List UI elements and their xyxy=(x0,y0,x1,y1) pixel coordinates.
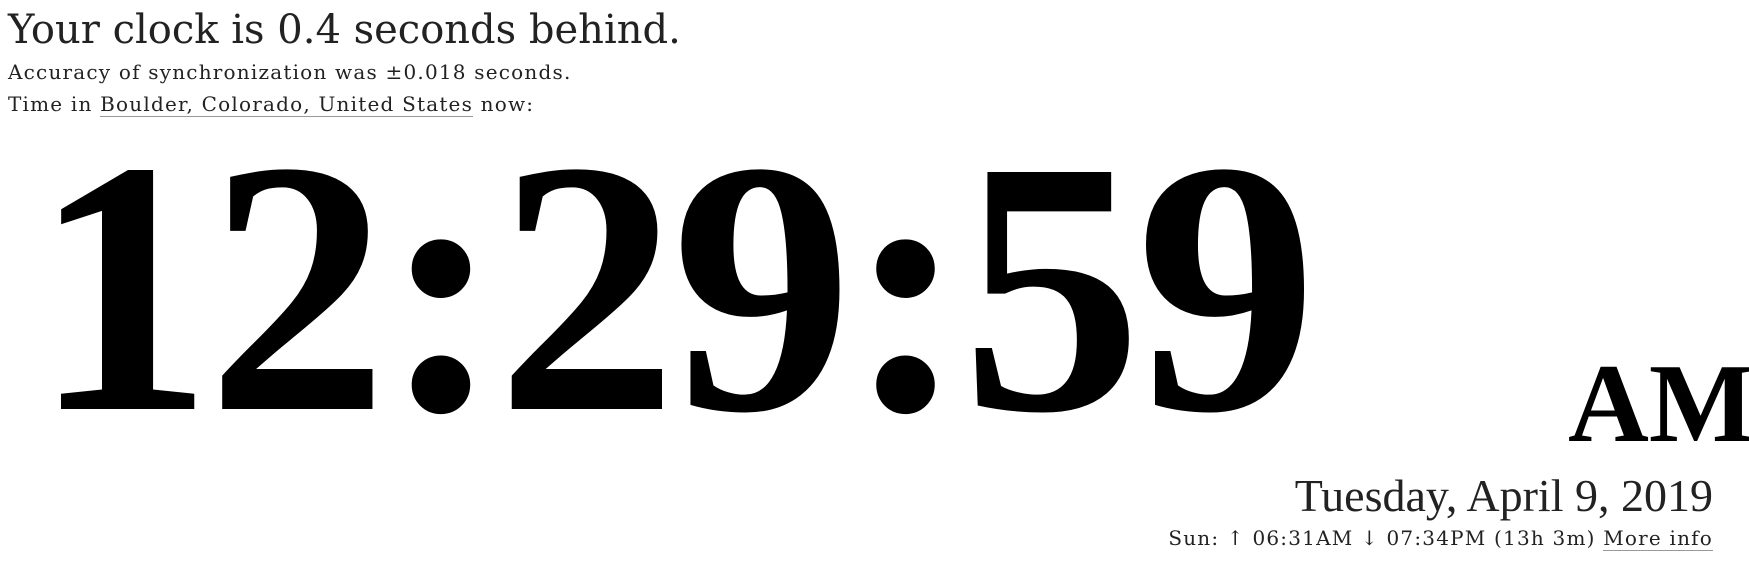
current-date: Tuesday, April 9, 2019 xyxy=(1294,470,1713,521)
location-prefix: Time in xyxy=(8,92,93,116)
location-link[interactable]: Boulder, Colorado, United States xyxy=(100,92,474,117)
sun-info: Sun: ↑ 06:31AM ↓ 07:34PM (13h 3m) More i… xyxy=(1168,524,1713,552)
sync-accuracy: Accuracy of synchronization was ±0.018 s… xyxy=(8,60,572,84)
location-suffix: now: xyxy=(480,92,535,116)
sunrise-arrow-icon: ↑ xyxy=(1226,526,1245,550)
more-info-link[interactable]: More info xyxy=(1603,526,1713,551)
sunrise-time: 06:31AM xyxy=(1252,526,1354,550)
clock-time: 12:29:59 xyxy=(32,87,1317,488)
sun-label: Sun: xyxy=(1168,526,1220,550)
sunset-arrow-icon: ↓ xyxy=(1360,526,1379,550)
clock-period: AM xyxy=(1568,342,1749,466)
sunset-time: 07:34PM xyxy=(1386,526,1487,550)
daylight-duration: (13h 3m) xyxy=(1494,526,1596,550)
clock-offset-message: Your clock is 0.4 seconds behind. xyxy=(8,7,681,53)
location-line: Time in Boulder, Colorado, United States… xyxy=(8,90,534,118)
clock-display: 12:29:59 xyxy=(32,87,1317,488)
